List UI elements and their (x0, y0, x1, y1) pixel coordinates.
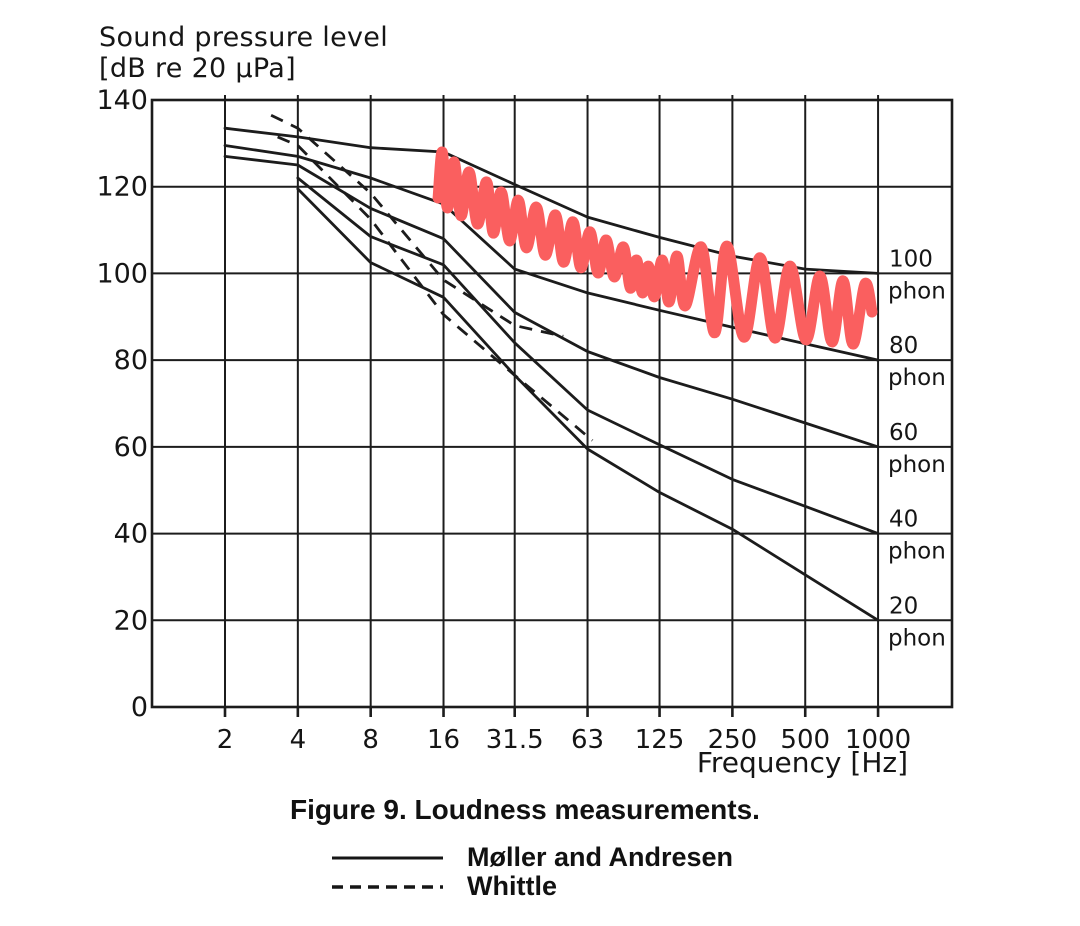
phon-label-value: 40 (889, 507, 918, 533)
y-tick-label: 120 (96, 172, 148, 203)
y-tick-label: 0 (131, 692, 148, 723)
y-tick-label: 60 (114, 432, 148, 463)
loudness-curve-100-phon (223, 126, 880, 275)
x-axis-title: Frequency [Hz] (697, 746, 908, 779)
y-tick-label: 140 (96, 85, 148, 116)
phon-label-value: 60 (889, 420, 918, 446)
whittle-dashed-curve (277, 135, 594, 442)
x-tick-label: 63 (571, 725, 604, 755)
dashed-line-sample (332, 884, 443, 889)
phon-label-value: 100 (889, 246, 933, 272)
whittle-dashed-curve (270, 113, 564, 338)
y-tick-label: 20 (114, 605, 148, 636)
grid (150, 95, 954, 717)
phon-label-value: 80 (889, 333, 918, 359)
phon-label-unit: phon (888, 278, 946, 304)
loudness-curve-20-phon (296, 187, 880, 622)
phon-label-unit: phon (888, 539, 946, 565)
y-axis-title-line1: Sound pressure level (99, 22, 389, 53)
solid-line-sample (332, 856, 443, 859)
y-axis-title-line2: [dB re 20 µPa] (99, 53, 296, 84)
y-tick-label: 80 (114, 345, 148, 376)
x-tick-label: 500 (780, 725, 830, 755)
phon-label-unit: phon (888, 625, 946, 651)
y-tick-label: 100 (96, 258, 148, 289)
curves (223, 113, 880, 622)
loudness-curve-60-phon (223, 155, 880, 449)
legend-item-whittle: Whittle (330, 871, 733, 901)
x-tick-label: 31.5 (486, 725, 544, 755)
plot-border (150, 98, 954, 709)
x-tick-label: 2 (217, 725, 234, 755)
annotation-layer (432, 146, 878, 350)
legend-item-moller-and-andresen: Møller and Andresen (330, 842, 734, 872)
x-tick-label: 1000 (845, 725, 911, 755)
legend: Møller and Andresen Whittle (330, 842, 734, 901)
y-axis-title: Sound pressure level [dB re 20 µPa] (99, 22, 388, 84)
phon-label-unit: phon (888, 365, 946, 391)
y-tick-label: 40 (114, 519, 148, 550)
legend-label-whittle: Whittle (467, 871, 557, 901)
x-tick-label: 250 (708, 725, 758, 755)
legend-label-moller: Møller and Andresen (467, 842, 734, 872)
x-tick-label: 125 (635, 725, 685, 755)
squiggle-annotation (432, 146, 878, 350)
phon-label-unit: phon (888, 452, 946, 478)
phon-label-value: 20 (889, 593, 918, 619)
x-tick-label: 16 (427, 725, 460, 755)
x-tick-label: 4 (290, 725, 307, 755)
loudness-curve-40-phon (296, 176, 880, 535)
x-tick-label: 8 (362, 725, 379, 755)
axis-labels: 0 20 40 60 80 100 120 140 2 4 8 16 31.5 63 125 250 500 10… (96, 85, 945, 779)
figure-caption: Figure 9. Loudness measurements. (290, 794, 760, 825)
